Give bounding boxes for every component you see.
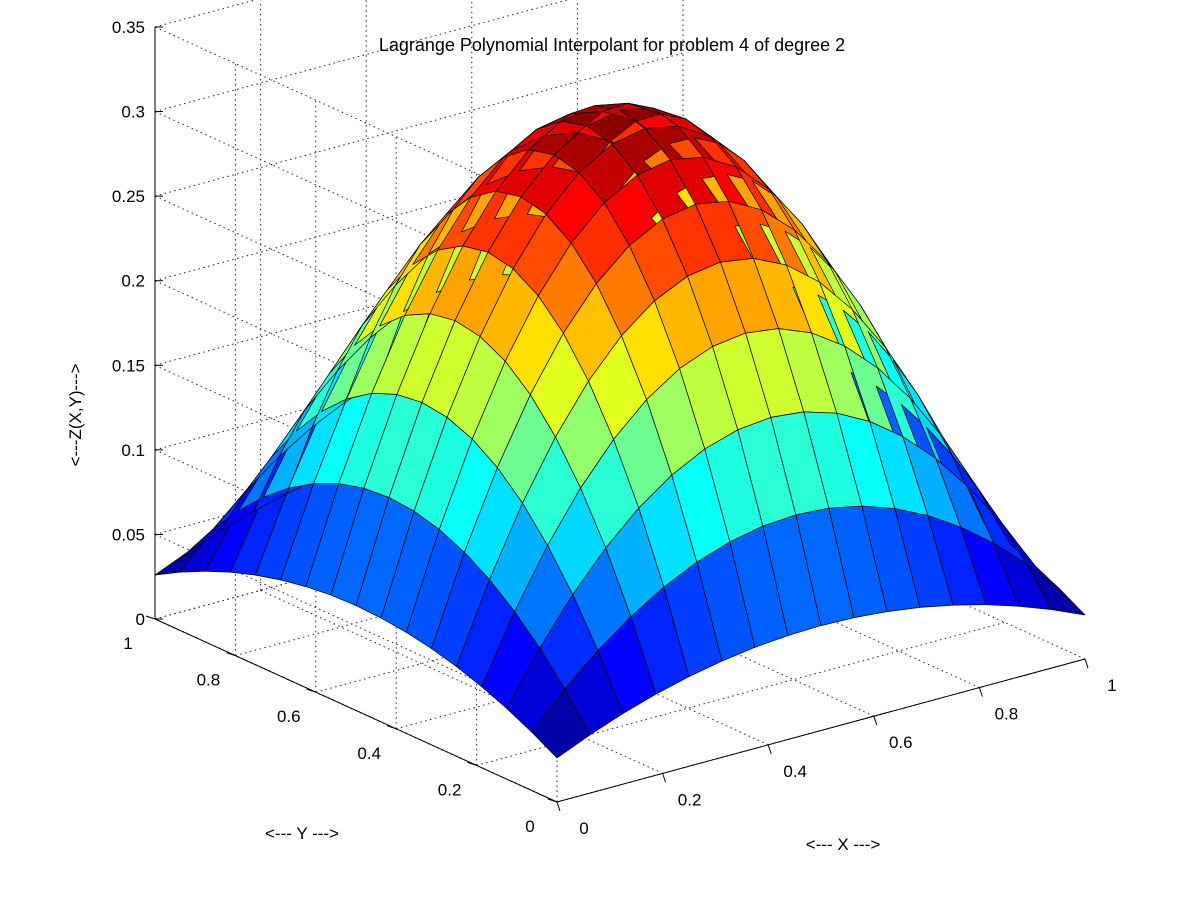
surface: [154, 102, 1086, 759]
x-tick-mark: [767, 744, 772, 754]
grid-line: [154, 26, 558, 211]
y-tick-label: 0.8: [197, 671, 221, 690]
x-tick-label: 0.2: [678, 790, 702, 809]
grid-line: [154, 52, 684, 197]
x-tick-label: 1: [1107, 676, 1116, 695]
grid-line: [154, 0, 569, 113]
x-axis-label: <--- X --->: [806, 835, 881, 854]
x-tick-mark: [978, 687, 983, 697]
grid-line: [154, 195, 558, 380]
x-tick-mark: [873, 716, 878, 726]
z-tick-label: 0: [136, 610, 145, 629]
x-tick-label: 0.6: [889, 733, 913, 752]
tick-labels: 00.20.40.60.8100.20.40.60.8100.050.10.15…: [112, 18, 1117, 838]
x-tick-mark: [556, 801, 561, 812]
y-tick-label: 0: [525, 817, 534, 836]
y-axis-line: [154, 618, 558, 803]
z-axis-label: <---Z(X,Y)--->: [66, 363, 85, 466]
z-tick-label: 0.2: [121, 272, 145, 291]
x-tick-label: 0.8: [995, 705, 1019, 724]
y-tick-mark: [467, 761, 477, 766]
grid-line: [260, 589, 663, 774]
y-tick-label: 0.2: [438, 780, 462, 799]
y-tick-mark: [226, 652, 236, 657]
y-tick-label: 0.4: [357, 744, 381, 763]
y-tick-mark: [547, 798, 558, 803]
x-axis-line: [556, 658, 1086, 803]
grid-line: [154, 111, 558, 296]
y-tick-mark: [387, 725, 397, 730]
x-tick-mark: [662, 773, 667, 783]
y-tick-label: 1: [123, 634, 132, 653]
axes: [145, 26, 1089, 812]
z-tick-label: 0.35: [112, 18, 145, 37]
z-tick-label: 0.1: [121, 441, 145, 460]
x-tick-label: 0.4: [783, 762, 807, 781]
z-tick-label: 0.3: [121, 103, 145, 122]
x-tick-label: 0: [579, 819, 588, 838]
grid-line: [154, 0, 257, 28]
y-tick-label: 0.6: [277, 707, 301, 726]
chart-title: Lagrange Polynomial Interpolant for prob…: [379, 35, 845, 55]
y-tick-mark: [306, 688, 316, 693]
z-tick-label: 0.15: [112, 356, 145, 375]
z-tick-label: 0.05: [112, 525, 145, 544]
z-tick-label: 0.25: [112, 187, 145, 206]
grid-line: [154, 533, 558, 718]
surface-facet: [1026, 563, 1086, 616]
x-tick-mark: [1084, 658, 1089, 669]
y-tick-mark: [145, 615, 156, 620]
y-axis-label: <--- Y --->: [265, 824, 339, 843]
